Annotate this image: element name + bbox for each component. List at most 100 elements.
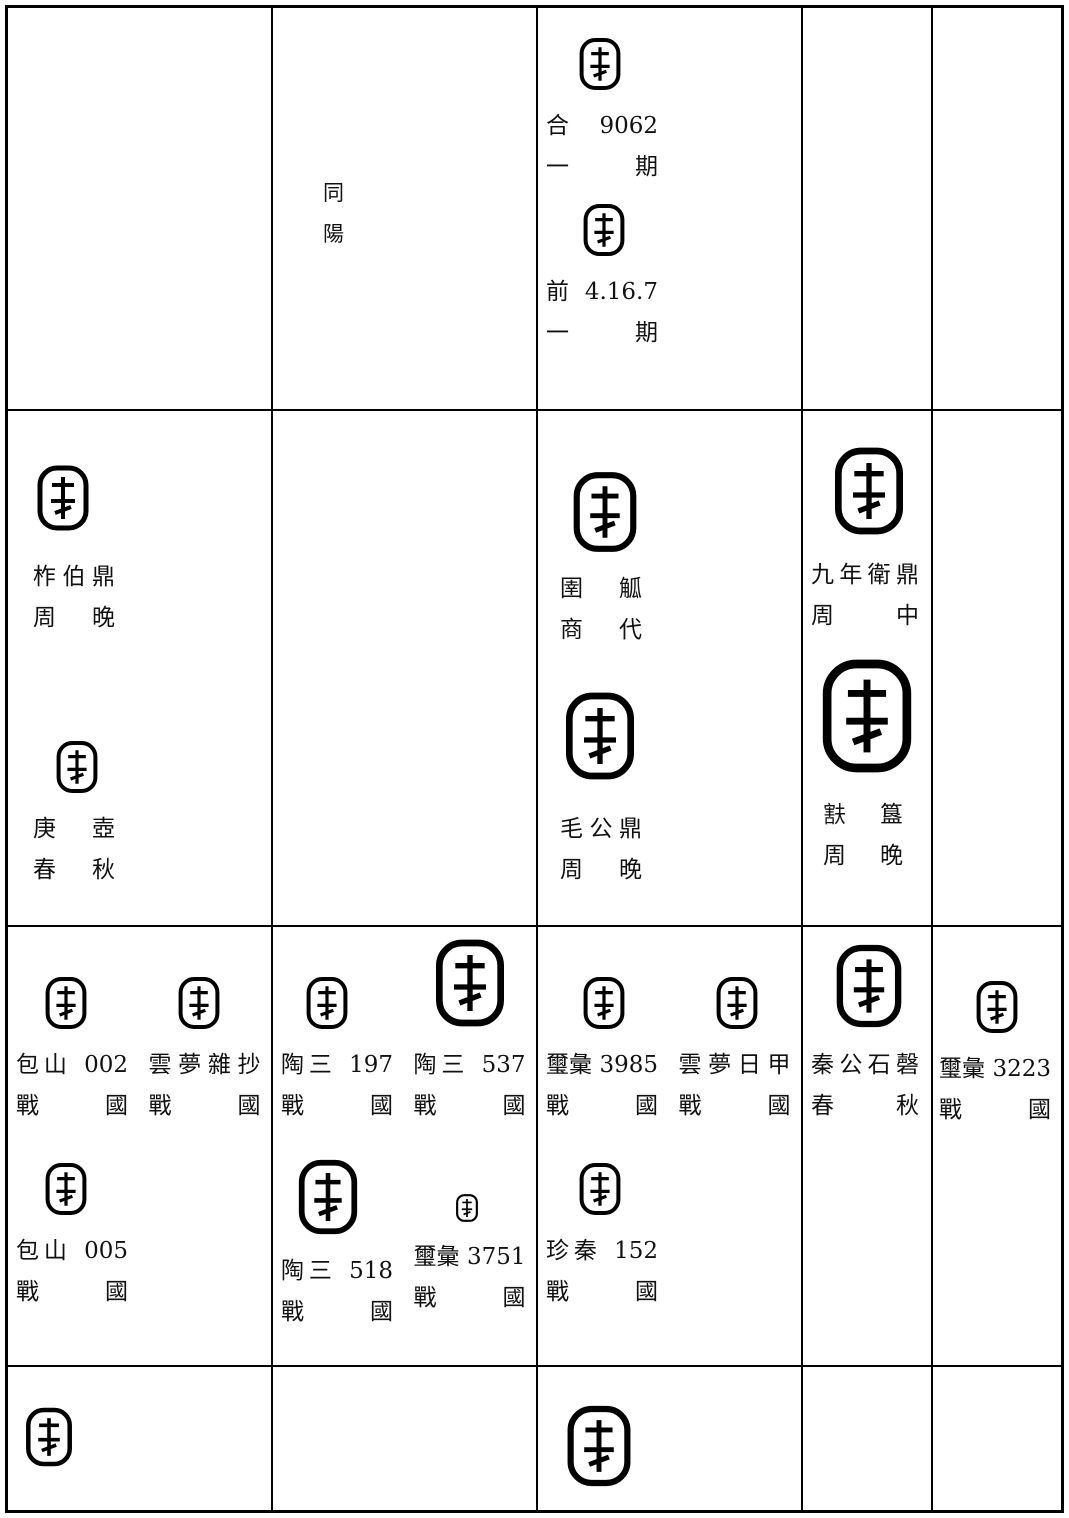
cell [801, 5, 933, 411]
cell [931, 5, 1064, 411]
entry: 陶三 197 戰 國 [281, 975, 404, 1127]
label: 珍秦 152 [546, 1237, 658, 1264]
label: 璽彙 3223 [939, 1055, 1051, 1082]
cell: 璽彙 3985 戰 國 雲夢日甲戰 國 珍秦 152 戰 國 [536, 924, 803, 1367]
label: 戰 國 [281, 1298, 393, 1325]
glyph [576, 36, 624, 92]
entry: 璽彙 3223 戰 國 [939, 979, 1061, 1131]
label: 商 代 [560, 616, 642, 643]
entry: 九年衛鼎周 中 [811, 441, 930, 637]
cell [801, 1364, 933, 1513]
entry: 珍秦 152 戰 國 [546, 1161, 669, 1313]
glyph [560, 469, 650, 555]
glyph [580, 202, 628, 258]
glyph [973, 979, 1021, 1035]
label: 戰 國 [16, 1278, 128, 1305]
glyph [580, 975, 628, 1031]
entry: 前4.16.7 一 期 [546, 202, 800, 354]
label: 雲夢雜抄 [148, 1051, 261, 1078]
label: 陶三 537 [413, 1051, 526, 1078]
glyph [815, 651, 919, 781]
glyph [42, 975, 90, 1031]
label: 圉 觚 [560, 575, 642, 602]
entry: 秦公石磬春 秋 [811, 941, 930, 1127]
label: 陶三 197 [281, 1051, 393, 1078]
glyph [829, 441, 909, 541]
label: 柞伯鼎 [33, 563, 115, 590]
entry: 同陽 [323, 173, 535, 255]
cell: 柞伯鼎周 晚 庚 壺春 秋 [5, 408, 273, 927]
glyph [42, 1161, 90, 1217]
label: 戰 國 [413, 1284, 526, 1311]
label: 璽彙 3751 [413, 1243, 526, 1270]
label: 戰 國 [546, 1278, 658, 1305]
entry: 陶三 518 戰 國 [281, 1157, 404, 1333]
glyph [560, 677, 640, 795]
entry: 毛公鼎周 晚 [560, 677, 800, 891]
label: 一 期 [546, 154, 658, 180]
label: 秦公石磬 [811, 1051, 919, 1078]
entry: 柞伯鼎周 晚 [33, 453, 270, 639]
label: 包山 005 [16, 1237, 128, 1264]
glyph [33, 453, 93, 543]
cell: 同陽 [271, 5, 538, 411]
entry: 璽彙 3985 戰 國 [546, 975, 669, 1127]
label: 九年衛鼎 [811, 561, 919, 588]
entry: 雲夢雜抄戰 國 [148, 975, 271, 1127]
label: 一 期 [546, 320, 658, 346]
label: 春 秋 [33, 856, 115, 883]
label: 陶三 518 [281, 1257, 393, 1284]
label: 毛公鼎 [560, 815, 642, 842]
cell: 圉 觚商 代 毛公鼎周 晚 [536, 408, 803, 927]
label: 同 [323, 181, 344, 205]
character-table: 同陽 合 9062 一 期 前4.16.7 一 期 柞伯鼎周 晚 庚 壺春 秋 圉 … [5, 5, 1064, 1513]
glyph [22, 1397, 76, 1477]
glyph [291, 1157, 365, 1237]
glyph [576, 1161, 624, 1217]
label: 戰 國 [939, 1096, 1051, 1123]
label: 前4.16.7 [546, 279, 658, 305]
entry: 㝬 簋周 晚 [811, 651, 931, 877]
glyph [430, 935, 510, 1031]
cell [5, 5, 273, 411]
glyph [713, 975, 761, 1031]
entry: 圉 觚商 代 [560, 469, 800, 651]
glyph [303, 975, 351, 1031]
entry: 合 9062 一 期 [546, 36, 800, 188]
cell [5, 1364, 273, 1513]
entry: 庚 壺春 秋 [33, 739, 270, 891]
entry: 包山 005 戰 國 [16, 1161, 139, 1313]
label: 戰 國 [281, 1092, 393, 1119]
label: 庚 壺 [33, 815, 115, 842]
cell: 包山 002 戰 國 雲夢雜抄戰 國 包山 005 戰 國 [5, 924, 273, 1367]
label: 包山 002 [16, 1051, 128, 1078]
label: 春 秋 [811, 1092, 919, 1119]
entry: 包山 002 戰 國 [16, 975, 139, 1127]
cell: 合 9062 一 期 前4.16.7 一 期 [536, 5, 803, 411]
cell: 九年衛鼎周 中 㝬 簋周 晚 [801, 408, 933, 927]
cell [931, 1364, 1064, 1513]
label: 㝬 簋 [823, 801, 903, 828]
glyph [562, 1401, 636, 1491]
glyph [831, 941, 907, 1031]
label: 陽 [323, 222, 344, 246]
label: 雲夢日甲 [678, 1051, 791, 1078]
label: 周 晚 [560, 856, 642, 883]
label: 戰 國 [148, 1092, 261, 1119]
entry: 雲夢日甲戰 國 [678, 975, 801, 1127]
label: 周 中 [811, 602, 919, 629]
label: 戰 國 [16, 1092, 128, 1119]
cell: 璽彙 3223 戰 國 [931, 924, 1064, 1367]
cell: 陶三 197 戰 國 陶三 537 戰 國 陶三 518 戰 國 璽彙 3751 戰 國 [271, 924, 538, 1367]
label: 戰 國 [546, 1092, 658, 1119]
label: 周 晚 [823, 842, 903, 869]
label: 璽彙 3985 [546, 1051, 658, 1078]
entry: 陶三 537 戰 國 [413, 935, 536, 1127]
glyph [53, 739, 101, 795]
cell [931, 408, 1064, 927]
cell [271, 408, 538, 927]
cell [271, 1364, 538, 1513]
glyph [175, 975, 223, 1031]
label: 周 晚 [33, 604, 115, 631]
